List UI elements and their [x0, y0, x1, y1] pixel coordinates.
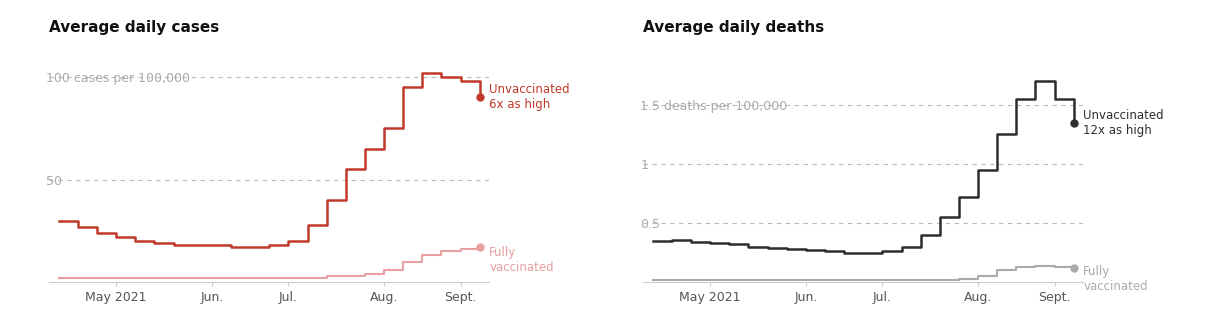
Text: Fully
vaccinated: Fully vaccinated: [1083, 265, 1147, 292]
Text: Average daily deaths: Average daily deaths: [644, 20, 825, 35]
Text: Unvaccinated
6x as high: Unvaccinated 6x as high: [489, 83, 570, 111]
Text: Average daily cases: Average daily cases: [49, 20, 219, 35]
Text: Unvaccinated
12x as high: Unvaccinated 12x as high: [1083, 109, 1163, 136]
Text: Fully
vaccinated: Fully vaccinated: [489, 246, 554, 274]
